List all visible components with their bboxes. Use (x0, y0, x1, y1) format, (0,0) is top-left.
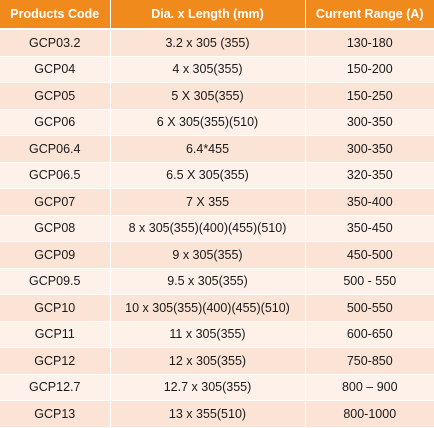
current-range-cell: 320-350 (305, 162, 434, 189)
table-row: GCP07 7 X 355 350-400 (0, 188, 434, 216)
table-row: GCP08 8 x 305(355)(400)(455)(510) 350-45… (0, 215, 434, 242)
product-code-cell: GCP13 (0, 400, 111, 428)
dimension-cell: 4 x 305(355) (110, 56, 306, 83)
dimension-cell: 13 x 355(510) (110, 400, 306, 428)
dimension-cell: 6.5 X 305(355) (110, 162, 306, 189)
table-row: GCP06.5 6.5 X 305(355) 320-350 (0, 162, 434, 189)
product-code-cell: GCP03.2 (0, 29, 111, 57)
current-range-cell: 800 – 900 (305, 374, 434, 401)
product-code-cell: GCP04 (0, 56, 111, 83)
current-range-cell: 450-500 (305, 241, 434, 269)
table-row: GCP13 13 x 355(510) 800-1000 (0, 400, 434, 428)
current-range-cell: 300-350 (305, 135, 434, 163)
current-range-cell: 150-250 (305, 82, 434, 110)
dimension-cell: 10 x 305(355)(400)(455)(510) (110, 294, 306, 322)
table-row: GCP03.2 3.2 x 305 (355) 130-180 (0, 29, 434, 57)
dimension-cell: 9.5 x 305(355) (110, 268, 306, 295)
product-code-cell: GCP11 (0, 321, 111, 348)
header-row: Products Code Dia. x Length (mm) Current… (0, 0, 434, 30)
product-code-cell: GCP09.5 (0, 268, 111, 295)
table-row: GCP09.5 9.5 x 305(355) 500 - 550 (0, 268, 434, 295)
header-current-range: Current Range (A) (305, 0, 434, 30)
table-row: GCP04 4 x 305(355) 150-200 (0, 56, 434, 83)
product-code-cell: GCP12.7 (0, 374, 111, 401)
dimension-cell: 9 x 305(355) (110, 241, 306, 269)
table-row: GCP06 6 X 305(355)(510) 300-350 (0, 109, 434, 136)
current-range-cell: 800-1000 (305, 400, 434, 428)
table-row: GCP12.7 12.7 x 305(355) 800 – 900 (0, 374, 434, 401)
product-code-cell: GCP08 (0, 215, 111, 242)
product-code-cell: GCP10 (0, 294, 111, 322)
current-range-cell: 500-550 (305, 294, 434, 322)
dimension-cell: 8 x 305(355)(400)(455)(510) (110, 215, 306, 242)
product-code-cell: GCP06.5 (0, 162, 111, 189)
current-range-cell: 600-650 (305, 321, 434, 348)
dimension-cell: 3.2 x 305 (355) (110, 29, 306, 57)
product-code-cell: GCP06.4 (0, 135, 111, 163)
current-range-cell: 350-400 (305, 188, 434, 216)
dimension-cell: 6.4*455 (110, 135, 306, 163)
table-row: GCP05 5 X 305(355) 150-250 (0, 82, 434, 110)
dimension-cell: 11 x 305(355) (110, 321, 306, 348)
current-range-cell: 150-200 (305, 56, 434, 83)
current-range-cell: 130-180 (305, 29, 434, 57)
dimension-cell: 12 x 305(355) (110, 347, 306, 375)
current-range-cell: 500 - 550 (305, 268, 434, 295)
dimension-cell: 12.7 x 305(355) (110, 374, 306, 401)
table-row: GCP12 12 x 305(355) 750-850 (0, 347, 434, 375)
table-row: GCP06.4 6.4*455 300-350 (0, 135, 434, 163)
header-dia-length: Dia. x Length (mm) (110, 0, 306, 30)
dimension-cell: 6 X 305(355)(510) (110, 109, 306, 136)
current-range-cell: 350-450 (305, 215, 434, 242)
current-range-cell: 300-350 (305, 109, 434, 136)
product-code-cell: GCP06 (0, 109, 111, 136)
current-range-cell: 750-850 (305, 347, 434, 375)
dimension-cell: 7 X 355 (110, 188, 306, 216)
product-code-cell: GCP09 (0, 241, 111, 269)
product-code-cell: GCP05 (0, 82, 111, 110)
product-code-cell: GCP07 (0, 188, 111, 216)
header-products-code: Products Code (0, 0, 111, 30)
product-code-cell: GCP12 (0, 347, 111, 375)
dimension-cell: 5 X 305(355) (110, 82, 306, 110)
table-row: GCP09 9 x 305(355) 450-500 (0, 241, 434, 269)
table-row: GCP11 11 x 305(355) 600-650 (0, 321, 434, 348)
table-row: GCP10 10 x 305(355)(400)(455)(510) 500-5… (0, 294, 434, 322)
